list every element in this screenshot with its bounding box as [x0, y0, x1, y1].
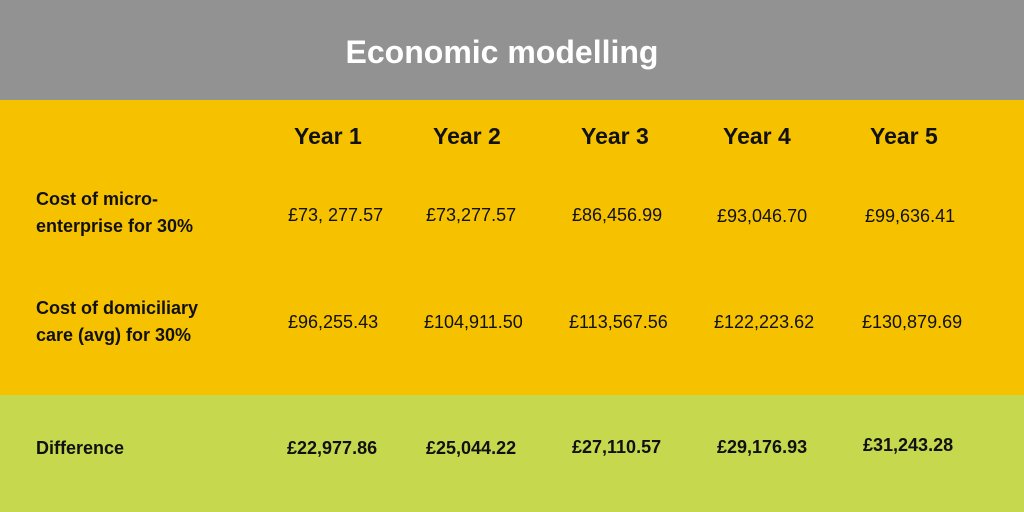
difference-year-2-value: £25,044.22	[426, 438, 517, 458]
row-label-line: Cost of micro-	[36, 189, 159, 209]
micro-enterprise-year-3-value: £86,456.99	[572, 205, 663, 225]
difference-year-3-value: £27,110.57	[572, 437, 662, 457]
difference-year-1-value: £22,977.86	[287, 438, 378, 458]
difference-year-5-value: £31,243.28	[863, 435, 954, 455]
column-header-year-1: Year 1	[294, 123, 362, 149]
row-label-micro-enterprise: Cost of micro- enterprise for 30%	[36, 186, 256, 240]
difference-year-4-value: £29,176.93	[717, 437, 808, 457]
difference-section	[0, 395, 1024, 512]
row-label-line: Cost of domiciliary	[36, 298, 199, 318]
domiciliary-care-year-2-value: £104,911.50	[424, 312, 523, 332]
row-label-domiciliary-care: Cost of domiciliary care (avg) for 30%	[36, 295, 256, 349]
micro-enterprise-year-1-value: £73, 277.57	[288, 205, 384, 225]
page-title: Economic modelling	[345, 34, 659, 70]
column-header-year-5: Year 5	[870, 123, 938, 149]
row-label-line: enterprise for 30%	[36, 216, 194, 236]
domiciliary-care-year-5-value: £130,879.69	[862, 312, 963, 332]
micro-enterprise-year-5-value: £99,636.41	[865, 206, 956, 226]
row-label-line: care (avg) for 30%	[36, 325, 192, 345]
column-header-year-2: Year 2	[433, 123, 501, 149]
domiciliary-care-year-3-value: £113,567.56	[569, 312, 668, 332]
row-label-difference: Difference	[36, 438, 125, 458]
domiciliary-care-year-4-value: £122,223.62	[714, 312, 815, 332]
micro-enterprise-year-2-value: £73,277.57	[426, 205, 517, 225]
domiciliary-care-year-1-value: £96,255.43	[288, 312, 379, 332]
column-header-year-4: Year 4	[723, 123, 791, 149]
cost-table-section	[0, 100, 1024, 395]
micro-enterprise-year-4-value: £93,046.70	[717, 206, 808, 226]
column-header-year-3: Year 3	[581, 123, 649, 149]
header-bar	[0, 0, 1024, 100]
